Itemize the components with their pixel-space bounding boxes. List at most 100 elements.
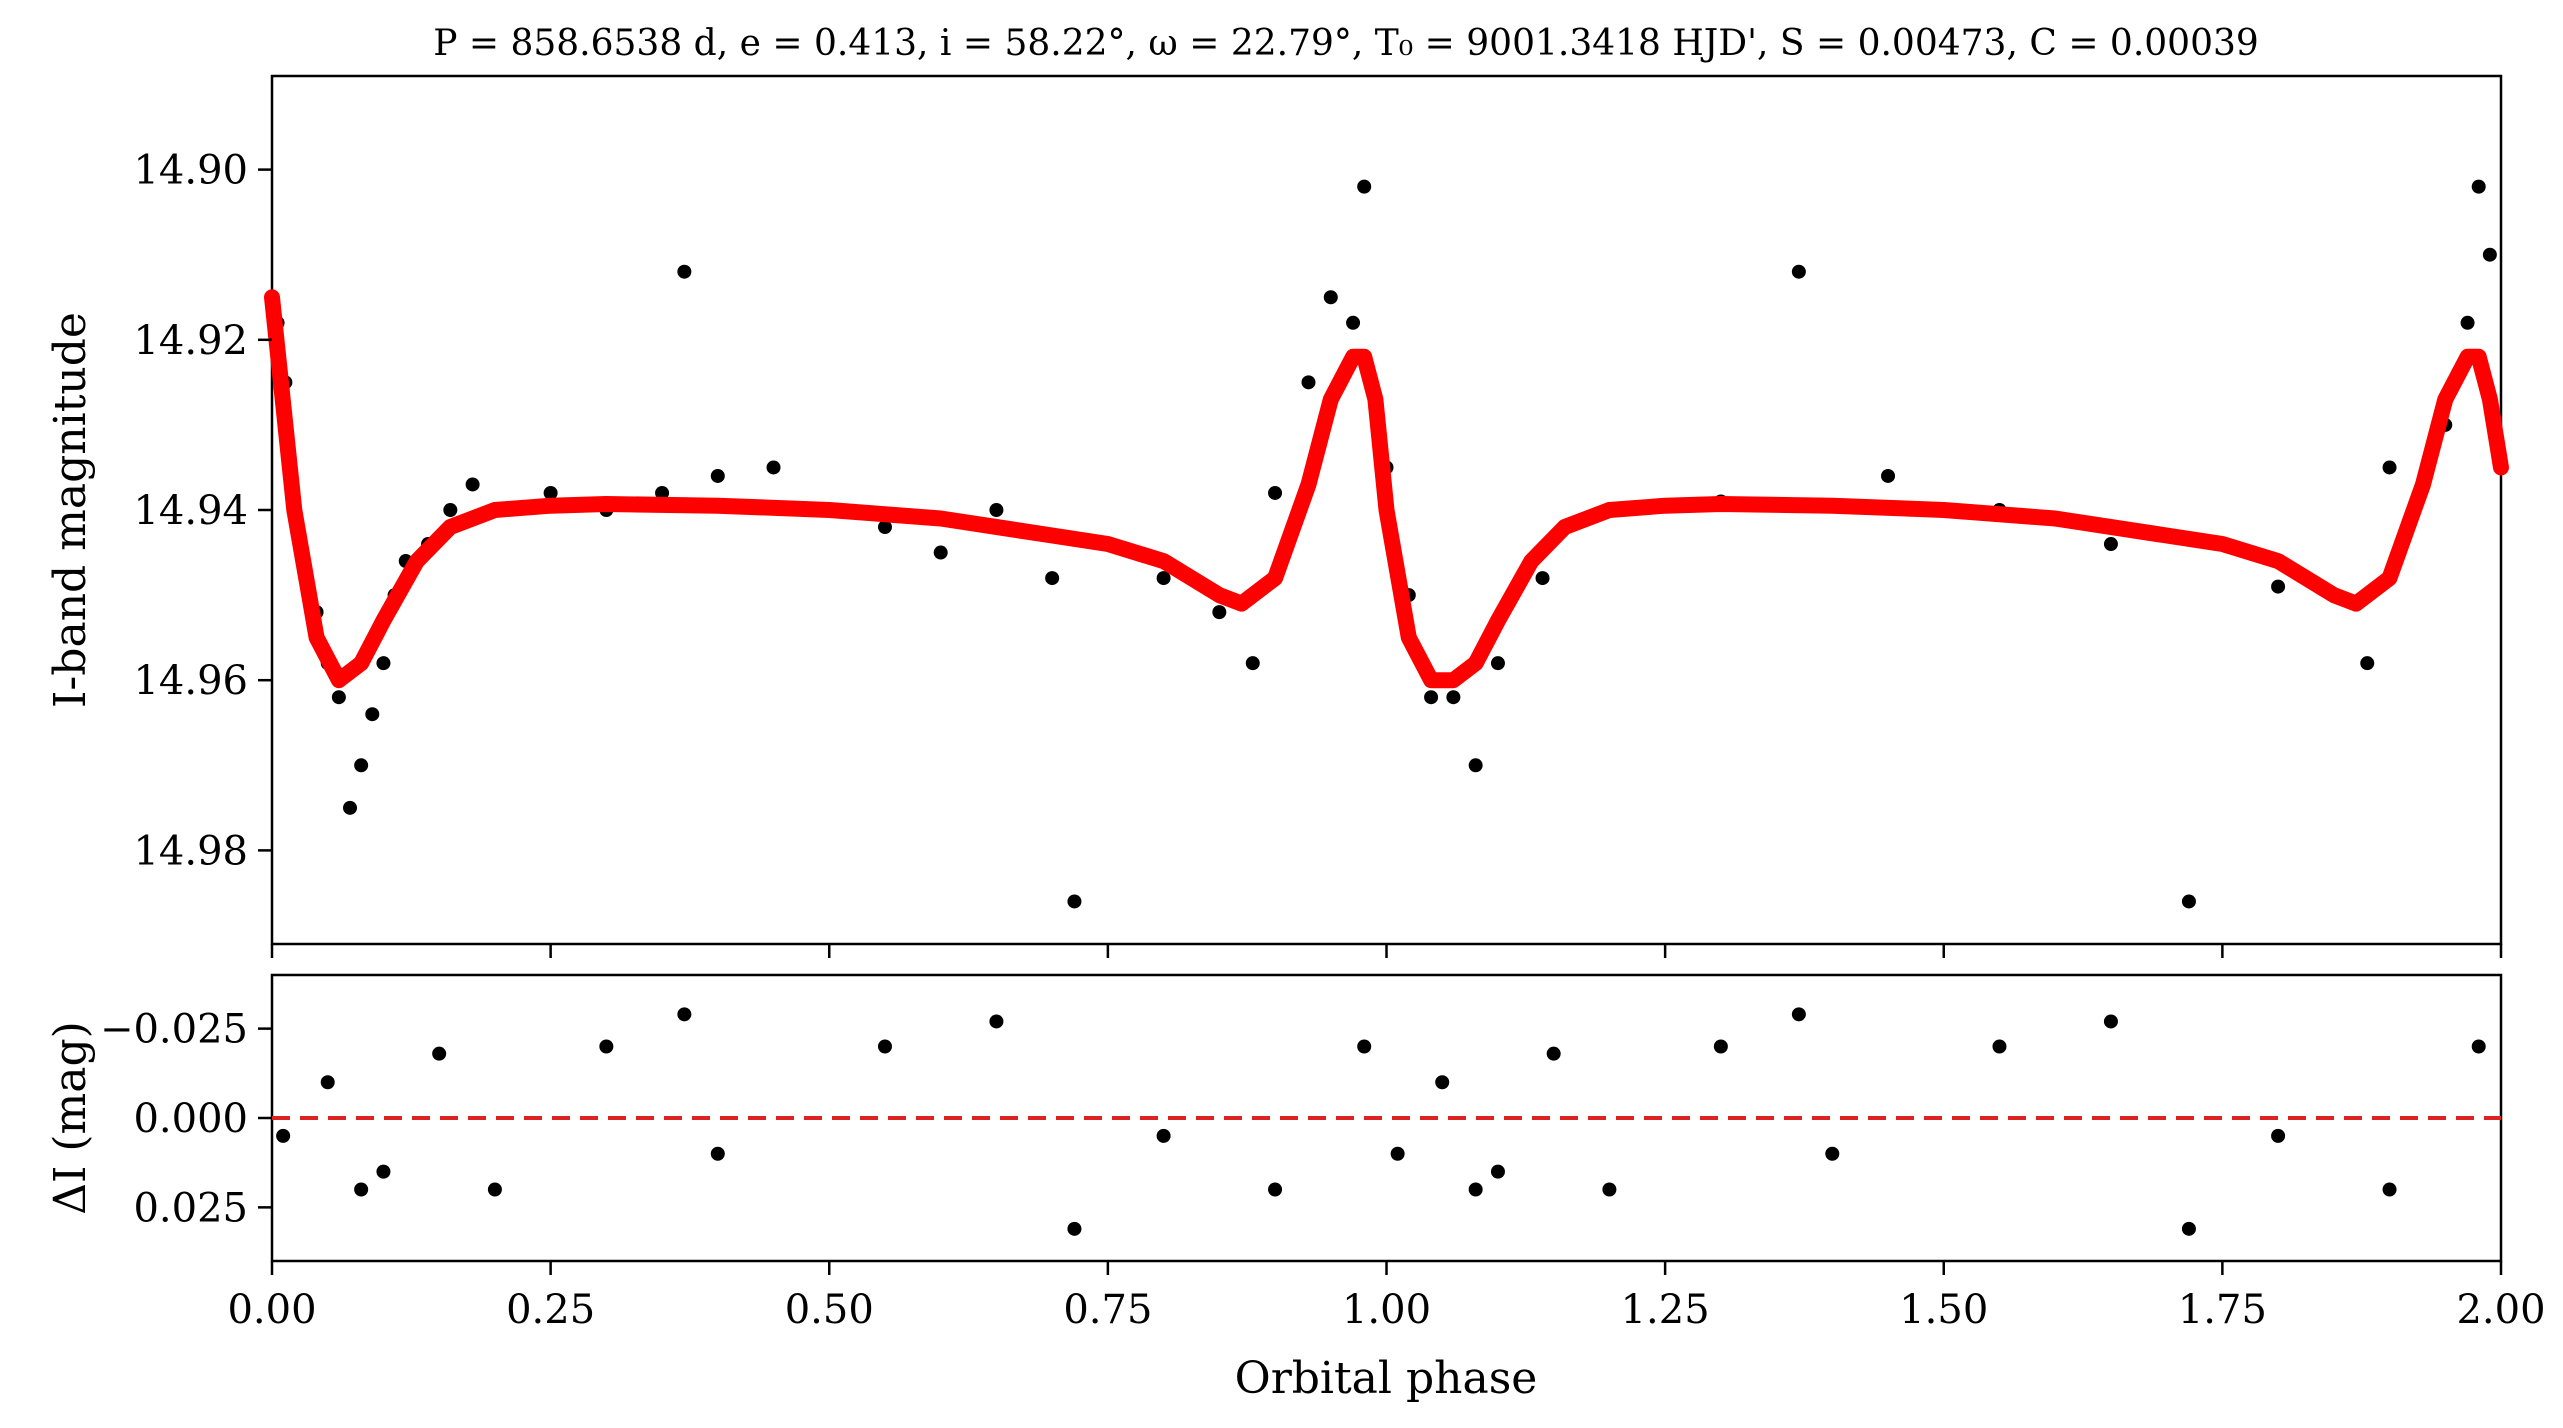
residual-point [1602,1182,1617,1197]
y-tick-label: −0.025 [100,1007,248,1053]
data-point [2382,460,2397,475]
data-point [1881,468,1896,483]
data-point [1067,894,1082,909]
x-tick-label: 1.75 [2178,1287,2267,1333]
residual-point [487,1182,502,1197]
data-point [677,264,692,279]
y-tick-label: 14.96 [133,658,248,704]
y-tick-label: 14.98 [133,828,248,874]
data-point [766,460,781,475]
residual-point [320,1075,335,1090]
bottom-y-ticks: −0.025 0.000 0.025 [100,1007,272,1231]
x-tick-label: 0.50 [785,1287,874,1333]
x-axis-label: Orbital phase [1235,1353,1538,1404]
residual-point [1791,1007,1806,1022]
residual-point [1546,1046,1561,1061]
residual-point [1825,1146,1840,1161]
x-tick-label: 0.25 [506,1287,595,1333]
data-point [1301,375,1316,390]
y-tick-label: 14.92 [133,318,248,364]
data-point [1268,485,1283,500]
residual-point [1390,1146,1405,1161]
data-point [1212,605,1227,620]
residual-point [2382,1182,2397,1197]
residual-point [1357,1039,1372,1054]
data-point [933,545,948,560]
data-point [1346,315,1361,330]
residual-point [1156,1128,1171,1143]
y-tick-label: 14.90 [133,148,248,194]
y-tick-label: 0.000 [133,1096,248,1142]
residual-point [354,1182,369,1197]
data-point [543,485,558,500]
data-point [365,707,380,722]
residual-point [1268,1182,1283,1197]
chart-title: P = 858.6538 d, e = 0.413, i = 58.22°, ω… [433,23,2259,64]
x-tick-label: 1.00 [1342,1287,1431,1333]
data-point [331,690,346,705]
light-curve-panel: 14.90 14.92 14.94 14.96 14.98 I-band magnitu… [45,74,2509,958]
data-point [2471,179,2486,194]
residual-point [432,1046,447,1061]
data-point [1791,264,1806,279]
data-point [1468,758,1483,773]
observed-points [270,179,2497,909]
residual-point [599,1039,614,1054]
data-point [1535,571,1550,586]
data-point [655,485,670,500]
bottom-panel-frame [270,973,2503,1263]
x-tick-label: 0.00 [227,1287,316,1333]
x-tick-label: 2.00 [2456,1287,2545,1333]
data-point [465,477,480,492]
data-point [1156,571,1171,586]
data-point [376,656,391,671]
residual-point [2471,1039,2486,1054]
data-point [710,468,725,483]
residual-point [2271,1128,2286,1143]
data-point [877,520,892,535]
model-curve [264,289,2509,689]
x-tick-label: 0.75 [1063,1287,1152,1333]
data-point [2460,315,2475,330]
residual-points [276,1007,2486,1236]
residual-point [1992,1039,2007,1054]
residual-point [276,1128,291,1143]
data-point [443,503,458,517]
residuals-panel: −0.025 0.000 0.025 0.00 0.25 0.50 0.75 1.00 1.2… [45,973,2546,1404]
data-point [1045,571,1060,586]
residual-point [710,1146,725,1161]
data-point [343,800,358,815]
residual-point [1435,1075,1450,1090]
residual-point [1067,1221,1082,1236]
residual-point [989,1014,1004,1029]
data-point [354,758,369,773]
residual-point [2103,1014,2118,1029]
residual-point [677,1007,692,1022]
residual-point [2181,1221,2196,1236]
y-axis-label-residual: ΔI (mag) [45,1021,96,1215]
data-point [2271,579,2286,594]
residual-point [376,1164,391,1179]
data-point [1245,656,1260,671]
residual-point [1490,1164,1505,1179]
residual-point [877,1039,892,1054]
data-point [989,503,1004,517]
data-point [1323,290,1338,305]
y-tick-label: 14.94 [133,488,248,534]
data-point [2103,537,2118,552]
residual-point [1713,1039,1728,1054]
data-point [1424,690,1439,705]
x-tick-label: 1.25 [1621,1287,1710,1333]
data-point [1446,690,1461,705]
top-x-ticks [270,944,2503,958]
bottom-x-ticks: 0.00 0.25 0.50 0.75 1.00 1.25 1.50 1.75 2.00 [227,1261,2546,1333]
y-tick-label: 0.025 [133,1185,248,1231]
x-tick-label: 1.50 [1899,1287,1988,1333]
data-point [2360,656,2375,671]
data-point [2181,894,2196,909]
data-point [1357,179,1372,194]
data-point [1490,656,1505,671]
y-axis-label-magnitude: I-band magnitude [45,312,96,708]
top-y-ticks: 14.90 14.92 14.94 14.96 14.98 [133,148,272,874]
